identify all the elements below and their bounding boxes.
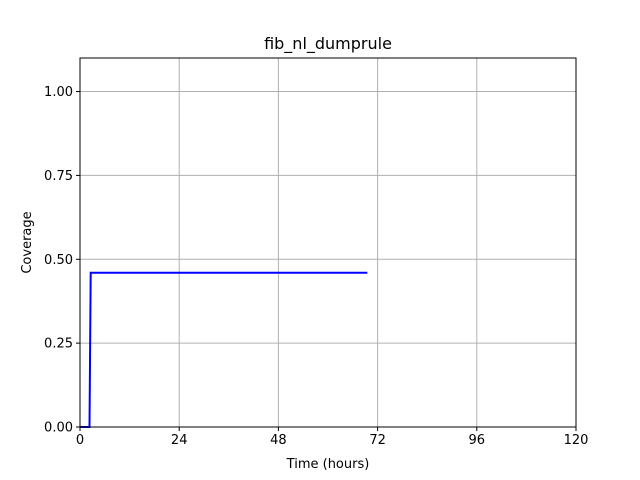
- grid: [79, 58, 577, 428]
- y-tick-label: 0.50: [44, 253, 73, 268]
- y-tick-label: 0.75: [44, 169, 73, 184]
- x-tick-label: 48: [270, 433, 287, 448]
- plot-area: [80, 58, 576, 427]
- x-tick-label: 24: [171, 433, 188, 448]
- x-tick-label: 72: [369, 433, 386, 448]
- ticks: 0 24 48 72 96 120 0.00 0.25 0.50 0.75 1.00: [44, 85, 588, 448]
- y-tick-label: 0.00: [44, 421, 73, 436]
- y-tick-label: 0.25: [44, 337, 73, 352]
- plot-frame: [79, 57, 577, 428]
- x-axis-label: Time (hours): [286, 457, 370, 472]
- x-tick-label: 0: [76, 433, 84, 448]
- chart-title: fib_nl_dumprule: [264, 34, 392, 54]
- y-tick-label: 1.00: [44, 85, 73, 100]
- y-axis-label: Coverage: [20, 211, 35, 273]
- x-tick-label: 96: [469, 433, 486, 448]
- x-tick-label: 120: [564, 433, 589, 448]
